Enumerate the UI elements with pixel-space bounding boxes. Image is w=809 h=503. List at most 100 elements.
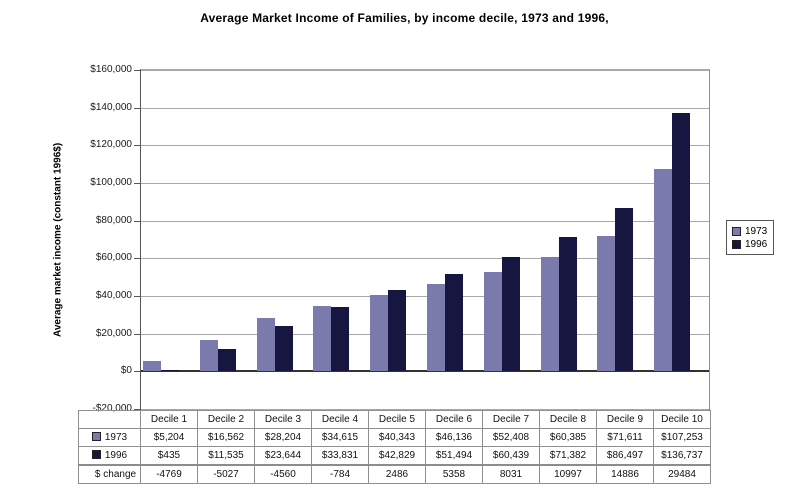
bar-1973-decile-1	[143, 361, 161, 371]
bar-1973-decile-10	[654, 169, 672, 371]
bar-1996-decile-9	[615, 208, 633, 371]
table-row: $ change -4769 -5027 -4560 -784 2486 5358 8031 1…	[78, 464, 711, 484]
y-tick-mark	[134, 183, 140, 184]
y-tick-mark	[134, 371, 140, 373]
y-tick-mark	[134, 107, 140, 109]
table-value-cell: $23,644	[254, 446, 312, 466]
gridline	[141, 258, 709, 260]
y-tick-label: $60,000	[95, 252, 132, 264]
table-value-cell: $11,535	[197, 446, 255, 466]
bar-1996-decile-10	[672, 113, 690, 371]
y-tick-mark	[134, 220, 140, 222]
table-value-cell: $107,253	[653, 428, 711, 447]
legend-entries: 1973 1996	[732, 225, 767, 251]
table-corner-cell	[78, 410, 141, 429]
y-tick-label: -$20,000	[92, 403, 132, 414]
table-header-cell: Decile 7	[482, 410, 540, 429]
table-value-cell: $435	[140, 446, 198, 466]
gridline	[141, 183, 709, 184]
bar-1973-decile-5	[370, 295, 388, 371]
table-value-cell: $71,382	[539, 446, 597, 466]
bar-1973-decile-2	[200, 340, 218, 371]
y-tick-mark	[134, 296, 140, 297]
legend-label: 1996	[745, 239, 768, 250]
table-value-cell: 29484	[653, 464, 711, 484]
gridline	[141, 296, 709, 297]
series-key-icon	[91, 432, 101, 441]
gridline	[141, 220, 709, 222]
y-axis-title: Average market income (constant 1996$)	[52, 142, 64, 337]
table-row: 1973 $5,204 $16,562 $28,204 $34,615 $40,343 $4…	[78, 428, 711, 447]
table-value-cell: $60,439	[482, 446, 540, 466]
bar-1996-decile-7	[502, 257, 520, 371]
table-row: 1996 $435 $11,535 $23,644 $33,831 $42,829 $51,…	[78, 446, 711, 466]
bar-1973-decile-8	[541, 257, 559, 371]
table-header-cell: Decile 4	[311, 410, 369, 429]
table-value-cell: $51,494	[425, 446, 483, 466]
bar-1973-decile-7	[484, 272, 502, 371]
table-value-cell: $46,136	[425, 428, 483, 447]
y-tick-mark	[134, 333, 140, 335]
table-value-cell: $34,615	[311, 428, 369, 447]
table-value-cell: $33,831	[311, 446, 369, 466]
bar-1973-decile-6	[427, 284, 445, 371]
y-tick-mark	[134, 258, 140, 260]
y-tick-label: $20,000	[95, 327, 132, 339]
y-tick-mark	[134, 409, 140, 410]
plot-area	[140, 69, 710, 410]
y-tick-label: $80,000	[95, 214, 132, 226]
zero-gridline	[141, 370, 709, 373]
table-value-cell: -4769	[140, 464, 198, 484]
gridline	[141, 107, 709, 109]
table-header-cell: Decile 3	[254, 410, 312, 429]
legend-swatch-icon	[732, 240, 741, 249]
table-value-cell: $60,385	[539, 428, 597, 447]
table-value-cell: -5027	[197, 464, 255, 484]
table-value-cell: $136,737	[653, 446, 711, 466]
table-header-cell: Decile 6	[425, 410, 483, 429]
y-tick-label: $120,000	[90, 139, 132, 151]
legend-swatch-icon	[732, 227, 741, 236]
bar-1973-decile-4	[313, 306, 331, 371]
table-header-cell: Decile 5	[368, 410, 426, 429]
legend-label: 1973	[745, 226, 768, 237]
table-value-cell: $52,408	[482, 428, 540, 447]
y-tick-label: $160,000	[90, 64, 132, 75]
gridline	[141, 145, 709, 147]
table-header-row: Decile 1 Decile 2 Decile 3 Decile 4 Decile 5…	[78, 410, 711, 429]
bar-1973-decile-9	[597, 236, 615, 371]
bar-1996-decile-8	[559, 237, 577, 371]
table-value-cell: $71,611	[596, 428, 654, 447]
table-header-cell: Decile 9	[596, 410, 654, 429]
data-table-grid: Decile 1 Decile 2 Decile 3 Decile 4 Decile 5…	[78, 410, 711, 484]
table-value-cell: 14886	[596, 464, 654, 484]
table-row-label: 1973	[78, 428, 141, 447]
y-tick-mark	[134, 145, 140, 147]
bar-1996-decile-1	[161, 370, 179, 371]
series-key-icon	[91, 450, 101, 459]
table-value-cell: 5358	[425, 464, 483, 484]
bar-1996-decile-4	[331, 307, 349, 371]
gridline	[141, 333, 709, 335]
bar-1996-decile-2	[218, 349, 236, 371]
table-value-cell: -784	[311, 464, 369, 484]
table-value-cell: 8031	[482, 464, 540, 484]
y-tick-label: $40,000	[95, 290, 132, 301]
y-tick-label: $100,000	[90, 177, 132, 188]
legend: 1973 1996	[726, 220, 775, 255]
bar-1973-decile-3	[257, 318, 275, 371]
table-value-cell: $86,497	[596, 446, 654, 466]
table-value-cell: $16,562	[197, 428, 255, 447]
table-value-cell: $5,204	[140, 428, 198, 447]
bar-1996-decile-6	[445, 274, 463, 371]
table-header-cell: Decile 10	[653, 410, 711, 429]
legend-entry-1996: 1996	[732, 238, 767, 251]
table-header-cell: Decile 2	[197, 410, 255, 429]
table-row-label: 1996	[78, 446, 141, 466]
table-row-label: $ change	[78, 464, 141, 484]
table-value-cell: $40,343	[368, 428, 426, 447]
table-header-cell: Decile 8	[539, 410, 597, 429]
table-value-cell: $42,829	[368, 446, 426, 466]
gridline	[141, 70, 709, 71]
